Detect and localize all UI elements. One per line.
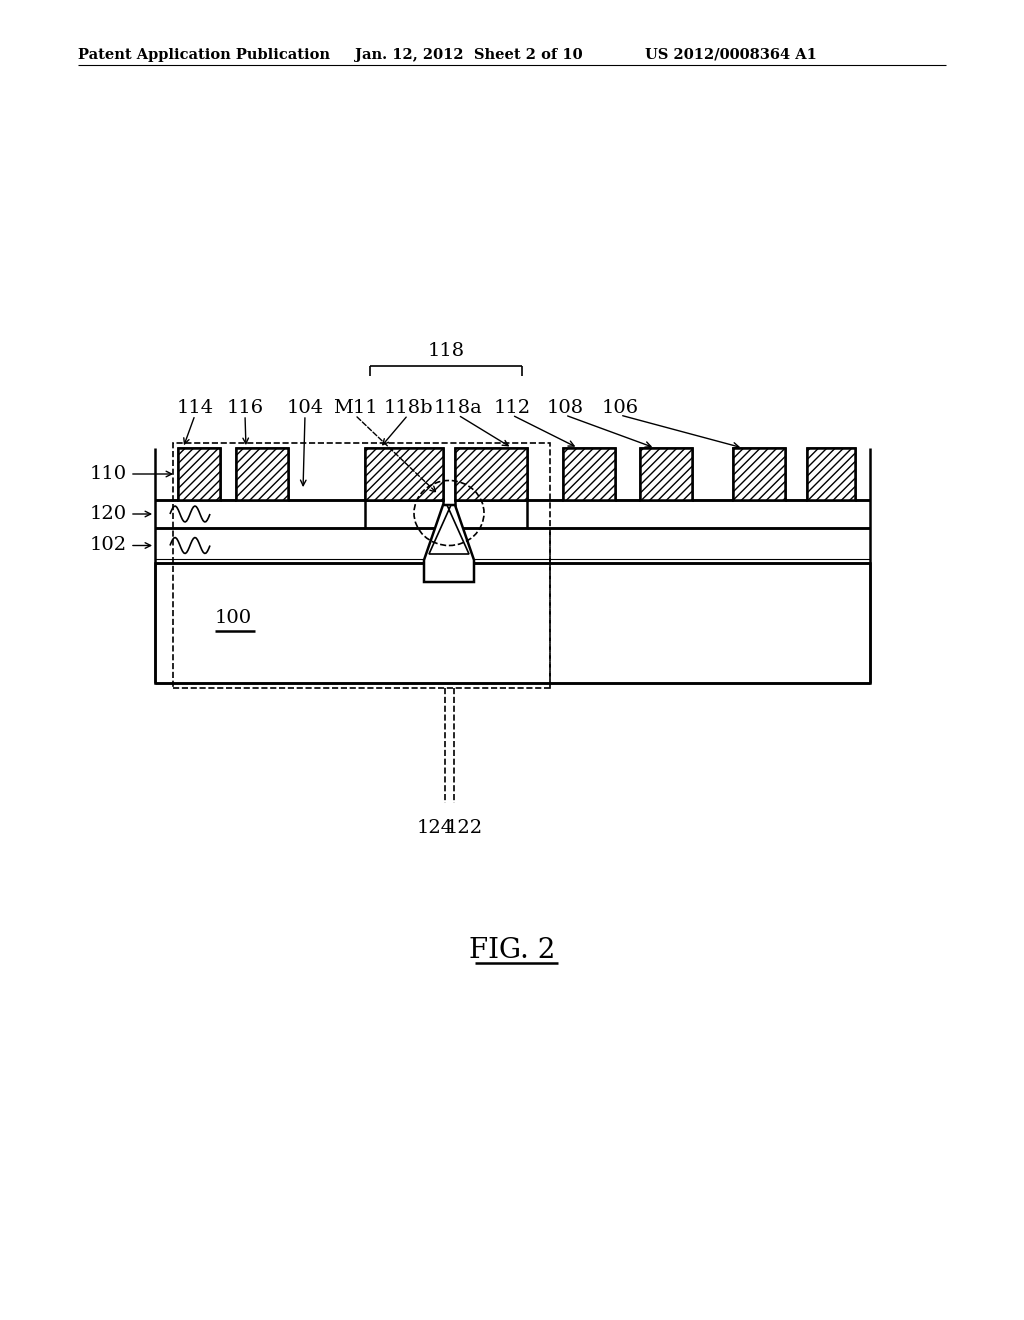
Bar — [563, 447, 615, 500]
Text: 114: 114 — [176, 399, 214, 417]
Bar — [640, 447, 692, 500]
Text: US 2012/0008364 A1: US 2012/0008364 A1 — [645, 48, 817, 62]
Bar — [236, 447, 288, 500]
Text: 112: 112 — [494, 399, 530, 417]
Text: 108: 108 — [547, 399, 584, 417]
Polygon shape — [429, 506, 469, 554]
Text: 116: 116 — [226, 399, 263, 417]
Text: 120: 120 — [90, 506, 127, 523]
Bar — [173, 444, 550, 688]
Text: 102: 102 — [90, 536, 127, 554]
Bar — [807, 447, 855, 500]
Text: 104: 104 — [287, 399, 324, 417]
Bar — [640, 447, 692, 500]
Bar — [365, 447, 443, 500]
Bar — [807, 447, 855, 500]
Polygon shape — [424, 506, 474, 582]
Bar — [236, 447, 288, 500]
Bar — [365, 500, 443, 528]
Bar — [178, 447, 220, 500]
Text: 106: 106 — [601, 399, 639, 417]
Bar — [455, 447, 527, 500]
Bar — [563, 447, 615, 500]
Text: 124: 124 — [417, 818, 454, 837]
Text: 110: 110 — [90, 465, 127, 483]
Bar — [455, 500, 527, 528]
Text: 118: 118 — [427, 342, 465, 360]
Text: 100: 100 — [215, 609, 252, 627]
Text: Patent Application Publication: Patent Application Publication — [78, 48, 330, 62]
Text: Jan. 12, 2012  Sheet 2 of 10: Jan. 12, 2012 Sheet 2 of 10 — [355, 48, 583, 62]
Text: FIG. 2: FIG. 2 — [469, 936, 555, 964]
Bar — [733, 447, 785, 500]
Text: 118a: 118a — [433, 399, 482, 417]
Bar — [455, 447, 527, 500]
Bar — [178, 447, 220, 500]
Text: M11: M11 — [333, 399, 377, 417]
Bar — [365, 447, 443, 500]
Bar — [155, 564, 870, 682]
Text: 122: 122 — [445, 818, 482, 837]
Text: 118b: 118b — [383, 399, 433, 417]
Bar — [733, 447, 785, 500]
